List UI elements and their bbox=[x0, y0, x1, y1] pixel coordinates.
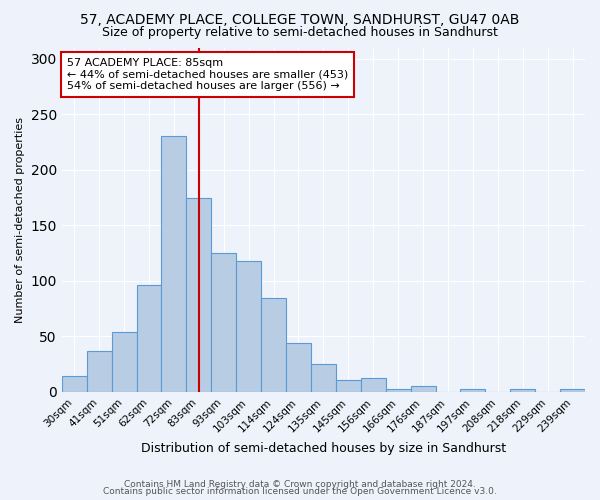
Bar bbox=[62, 376, 87, 392]
Bar bbox=[336, 380, 361, 392]
Bar bbox=[286, 343, 311, 392]
Bar bbox=[410, 386, 436, 392]
Bar bbox=[361, 378, 386, 392]
Bar bbox=[187, 198, 211, 392]
Bar bbox=[386, 388, 410, 392]
Bar bbox=[460, 388, 485, 392]
Bar bbox=[311, 364, 336, 392]
Text: Contains HM Land Registry data © Crown copyright and database right 2024.: Contains HM Land Registry data © Crown c… bbox=[124, 480, 476, 489]
Text: Contains public sector information licensed under the Open Government Licence v3: Contains public sector information licen… bbox=[103, 488, 497, 496]
Bar bbox=[261, 298, 286, 392]
X-axis label: Distribution of semi-detached houses by size in Sandhurst: Distribution of semi-detached houses by … bbox=[141, 442, 506, 455]
Bar bbox=[87, 351, 112, 392]
Text: 57 ACADEMY PLACE: 85sqm
← 44% of semi-detached houses are smaller (453)
54% of s: 57 ACADEMY PLACE: 85sqm ← 44% of semi-de… bbox=[67, 58, 348, 91]
Bar bbox=[137, 286, 161, 392]
Text: 57, ACADEMY PLACE, COLLEGE TOWN, SANDHURST, GU47 0AB: 57, ACADEMY PLACE, COLLEGE TOWN, SANDHUR… bbox=[80, 12, 520, 26]
Bar bbox=[161, 136, 187, 392]
Y-axis label: Number of semi-detached properties: Number of semi-detached properties bbox=[15, 116, 25, 322]
Bar bbox=[236, 261, 261, 392]
Bar bbox=[112, 332, 137, 392]
Bar bbox=[560, 388, 585, 392]
Bar bbox=[510, 388, 535, 392]
Text: Size of property relative to semi-detached houses in Sandhurst: Size of property relative to semi-detach… bbox=[102, 26, 498, 39]
Bar bbox=[211, 253, 236, 392]
